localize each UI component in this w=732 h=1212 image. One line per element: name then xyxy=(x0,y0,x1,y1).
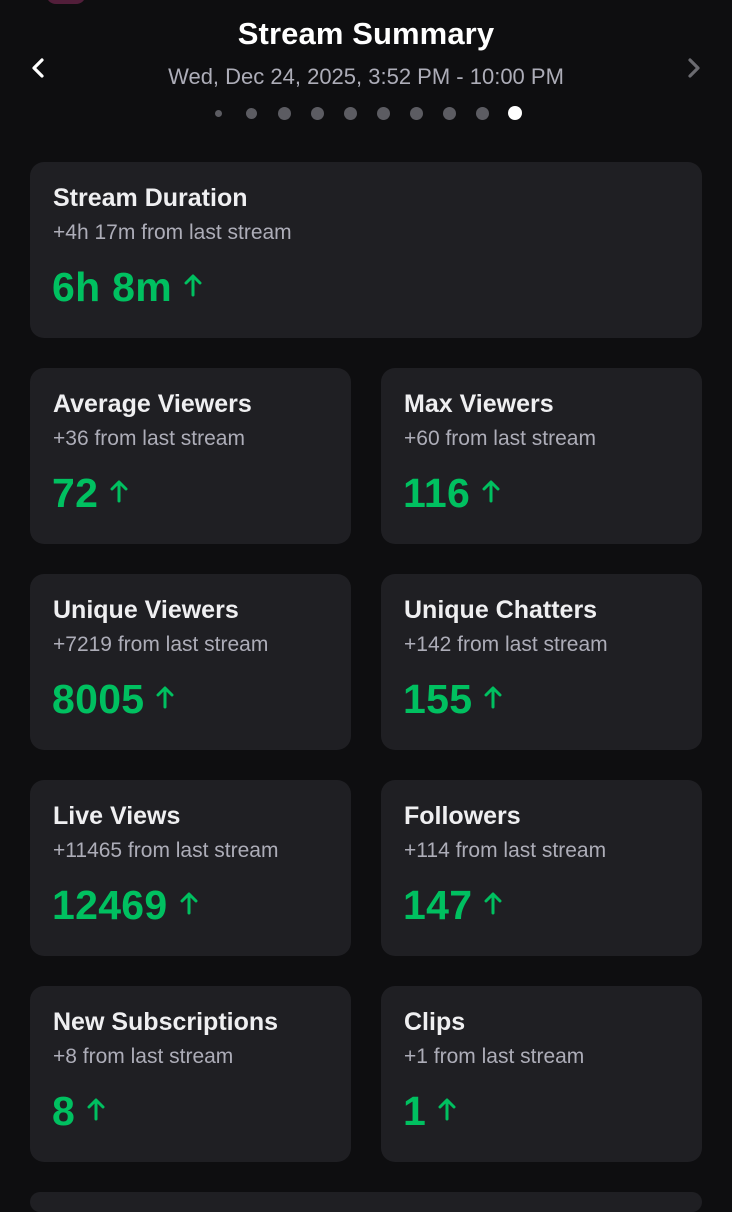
card-delta: +8 from last stream xyxy=(53,1045,234,1068)
card-value: 155 xyxy=(403,676,473,722)
arrow-up-icon xyxy=(184,274,202,297)
card-title: Unique Viewers xyxy=(53,596,239,624)
unique-viewers-card[interactable]: Unique Viewers +7219 from last stream 80… xyxy=(30,574,351,750)
card-title: Stream Duration xyxy=(53,184,248,212)
arrow-up-icon xyxy=(87,1098,105,1121)
page-dot[interactable] xyxy=(376,106,390,120)
next-card-edge xyxy=(30,1192,702,1212)
card-delta: +142 from last stream xyxy=(404,633,608,656)
page-dot[interactable] xyxy=(442,106,456,120)
page-dot[interactable] xyxy=(409,106,423,120)
page-dot[interactable] xyxy=(343,106,357,120)
card-delta: +1 from last stream xyxy=(404,1045,585,1068)
previous-summary-button[interactable] xyxy=(22,52,54,84)
card-value: 8005 xyxy=(52,676,145,722)
card-title: Average Viewers xyxy=(53,390,252,418)
card-value: 72 xyxy=(52,470,99,516)
chevron-left-icon xyxy=(32,58,44,78)
arrow-up-icon xyxy=(438,1098,456,1121)
card-value: 8 xyxy=(52,1088,76,1134)
live-views-card[interactable]: Live Views +11465 from last stream 12469 xyxy=(30,780,351,956)
card-value: 116 xyxy=(403,470,471,516)
arrow-up-icon xyxy=(156,686,174,709)
card-delta: +60 from last stream xyxy=(404,427,596,450)
card-title: Unique Chatters xyxy=(404,596,598,624)
stream-duration-card[interactable]: Stream Duration +4h 17m from last stream… xyxy=(30,162,702,338)
new-subscriptions-card[interactable]: New Subscriptions +8 from last stream 8 xyxy=(30,986,351,1162)
summary-header: Stream Summary Wed, Dec 24, 2025, 3:52 P… xyxy=(0,0,732,130)
next-summary-button[interactable] xyxy=(678,52,710,84)
arrow-up-icon xyxy=(484,686,502,709)
card-value: 6h 8m xyxy=(52,264,172,310)
clips-card[interactable]: Clips +1 from last stream 1 xyxy=(381,986,702,1162)
card-delta: +7219 from last stream xyxy=(53,633,269,656)
page-dot[interactable] xyxy=(310,106,324,120)
card-value: 147 xyxy=(403,882,473,928)
card-delta: +36 from last stream xyxy=(53,427,245,450)
card-delta: +11465 from last stream xyxy=(53,839,279,862)
arrow-up-icon xyxy=(484,892,502,915)
arrow-up-icon xyxy=(180,892,198,915)
card-value: 12469 xyxy=(52,882,168,928)
avatar-edge xyxy=(46,0,86,4)
stream-date-range: Wed, Dec 24, 2025, 3:52 PM - 10:00 PM xyxy=(168,64,564,89)
card-title: Followers xyxy=(404,802,521,830)
page-dot-active[interactable] xyxy=(508,106,522,120)
card-title: Live Views xyxy=(53,802,181,830)
card-delta: +4h 17m from last stream xyxy=(53,221,292,244)
page-dot[interactable] xyxy=(245,107,257,119)
page-dot[interactable] xyxy=(214,109,222,117)
arrow-up-icon xyxy=(482,480,500,503)
average-viewers-card[interactable]: Average Viewers +36 from last stream 72 xyxy=(30,368,351,544)
card-title: Clips xyxy=(404,1008,466,1036)
card-title: Max Viewers xyxy=(404,390,554,418)
max-viewers-card[interactable]: Max Viewers +60 from last stream 116 xyxy=(381,368,702,544)
card-value: 1 xyxy=(403,1088,427,1134)
followers-card[interactable]: Followers +114 from last stream 147 xyxy=(381,780,702,956)
card-delta: +114 from last stream xyxy=(404,839,607,862)
card-title: New Subscriptions xyxy=(53,1008,279,1036)
arrow-up-icon xyxy=(110,480,128,503)
page-indicator xyxy=(0,104,732,122)
page-dot[interactable] xyxy=(475,106,489,120)
unique-chatters-card[interactable]: Unique Chatters +142 from last stream 15… xyxy=(381,574,702,750)
page-title: Stream Summary xyxy=(237,16,495,51)
page-dot[interactable] xyxy=(277,106,291,120)
chevron-right-icon xyxy=(688,58,700,78)
